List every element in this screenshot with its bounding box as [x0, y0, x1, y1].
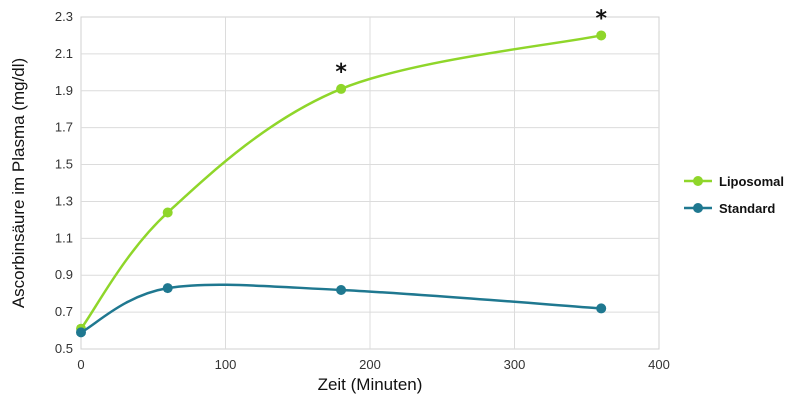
legend-marker-standard	[693, 203, 703, 213]
data-point-standard	[336, 284, 347, 295]
x-tick-label: 200	[359, 357, 381, 372]
significance-marker: *	[595, 6, 607, 31]
legend-label-liposomal: Liposomal	[719, 174, 784, 189]
y-tick-label: 2.1	[55, 46, 73, 61]
legend-label-standard: Standard	[719, 201, 775, 216]
data-point-standard	[76, 327, 86, 338]
y-tick-label: 0.7	[55, 304, 73, 319]
x-axis-ticks: 0 100 200 300 400	[77, 357, 669, 372]
series-line-standard	[80, 283, 602, 334]
annotations: **	[335, 6, 607, 84]
data-point-liposomal	[336, 83, 347, 94]
significance-marker: *	[335, 60, 347, 85]
y-tick-label: 0.9	[55, 267, 73, 282]
y-tick-label: 0.5	[55, 341, 73, 356]
legend-item-liposomal: Liposomal	[684, 174, 784, 189]
y-axis-ticks: 0.5 0.7 0.9 1.1 1.3 1.5 1.7 1.9 2.1 2.3	[55, 9, 73, 356]
y-tick-label: 1.7	[55, 120, 73, 135]
series-line-liposomal	[79, 34, 602, 330]
x-tick-label: 400	[648, 357, 670, 372]
x-tick-label: 0	[77, 357, 84, 372]
legend-marker-liposomal	[693, 176, 703, 186]
y-tick-label: 2.3	[55, 9, 73, 24]
y-axis-title: Ascorbinsäure im Plasma (mg/dl)	[9, 58, 28, 308]
y-tick-label: 1.1	[55, 230, 73, 245]
series-group	[76, 30, 607, 338]
data-point-standard	[596, 303, 607, 314]
y-tick-label: 1.9	[55, 83, 73, 98]
legend: Liposomal Standard	[684, 174, 784, 216]
x-axis-title: Zeit (Minuten)	[318, 375, 423, 394]
grid	[81, 17, 659, 349]
legend-item-standard: Standard	[684, 201, 775, 216]
data-point-liposomal	[162, 207, 173, 218]
x-tick-label: 300	[504, 357, 526, 372]
x-tick-label: 100	[215, 357, 237, 372]
data-point-liposomal	[596, 30, 607, 41]
data-point-standard	[162, 283, 173, 294]
y-tick-label: 1.3	[55, 193, 73, 208]
y-tick-label: 1.5	[55, 157, 73, 172]
